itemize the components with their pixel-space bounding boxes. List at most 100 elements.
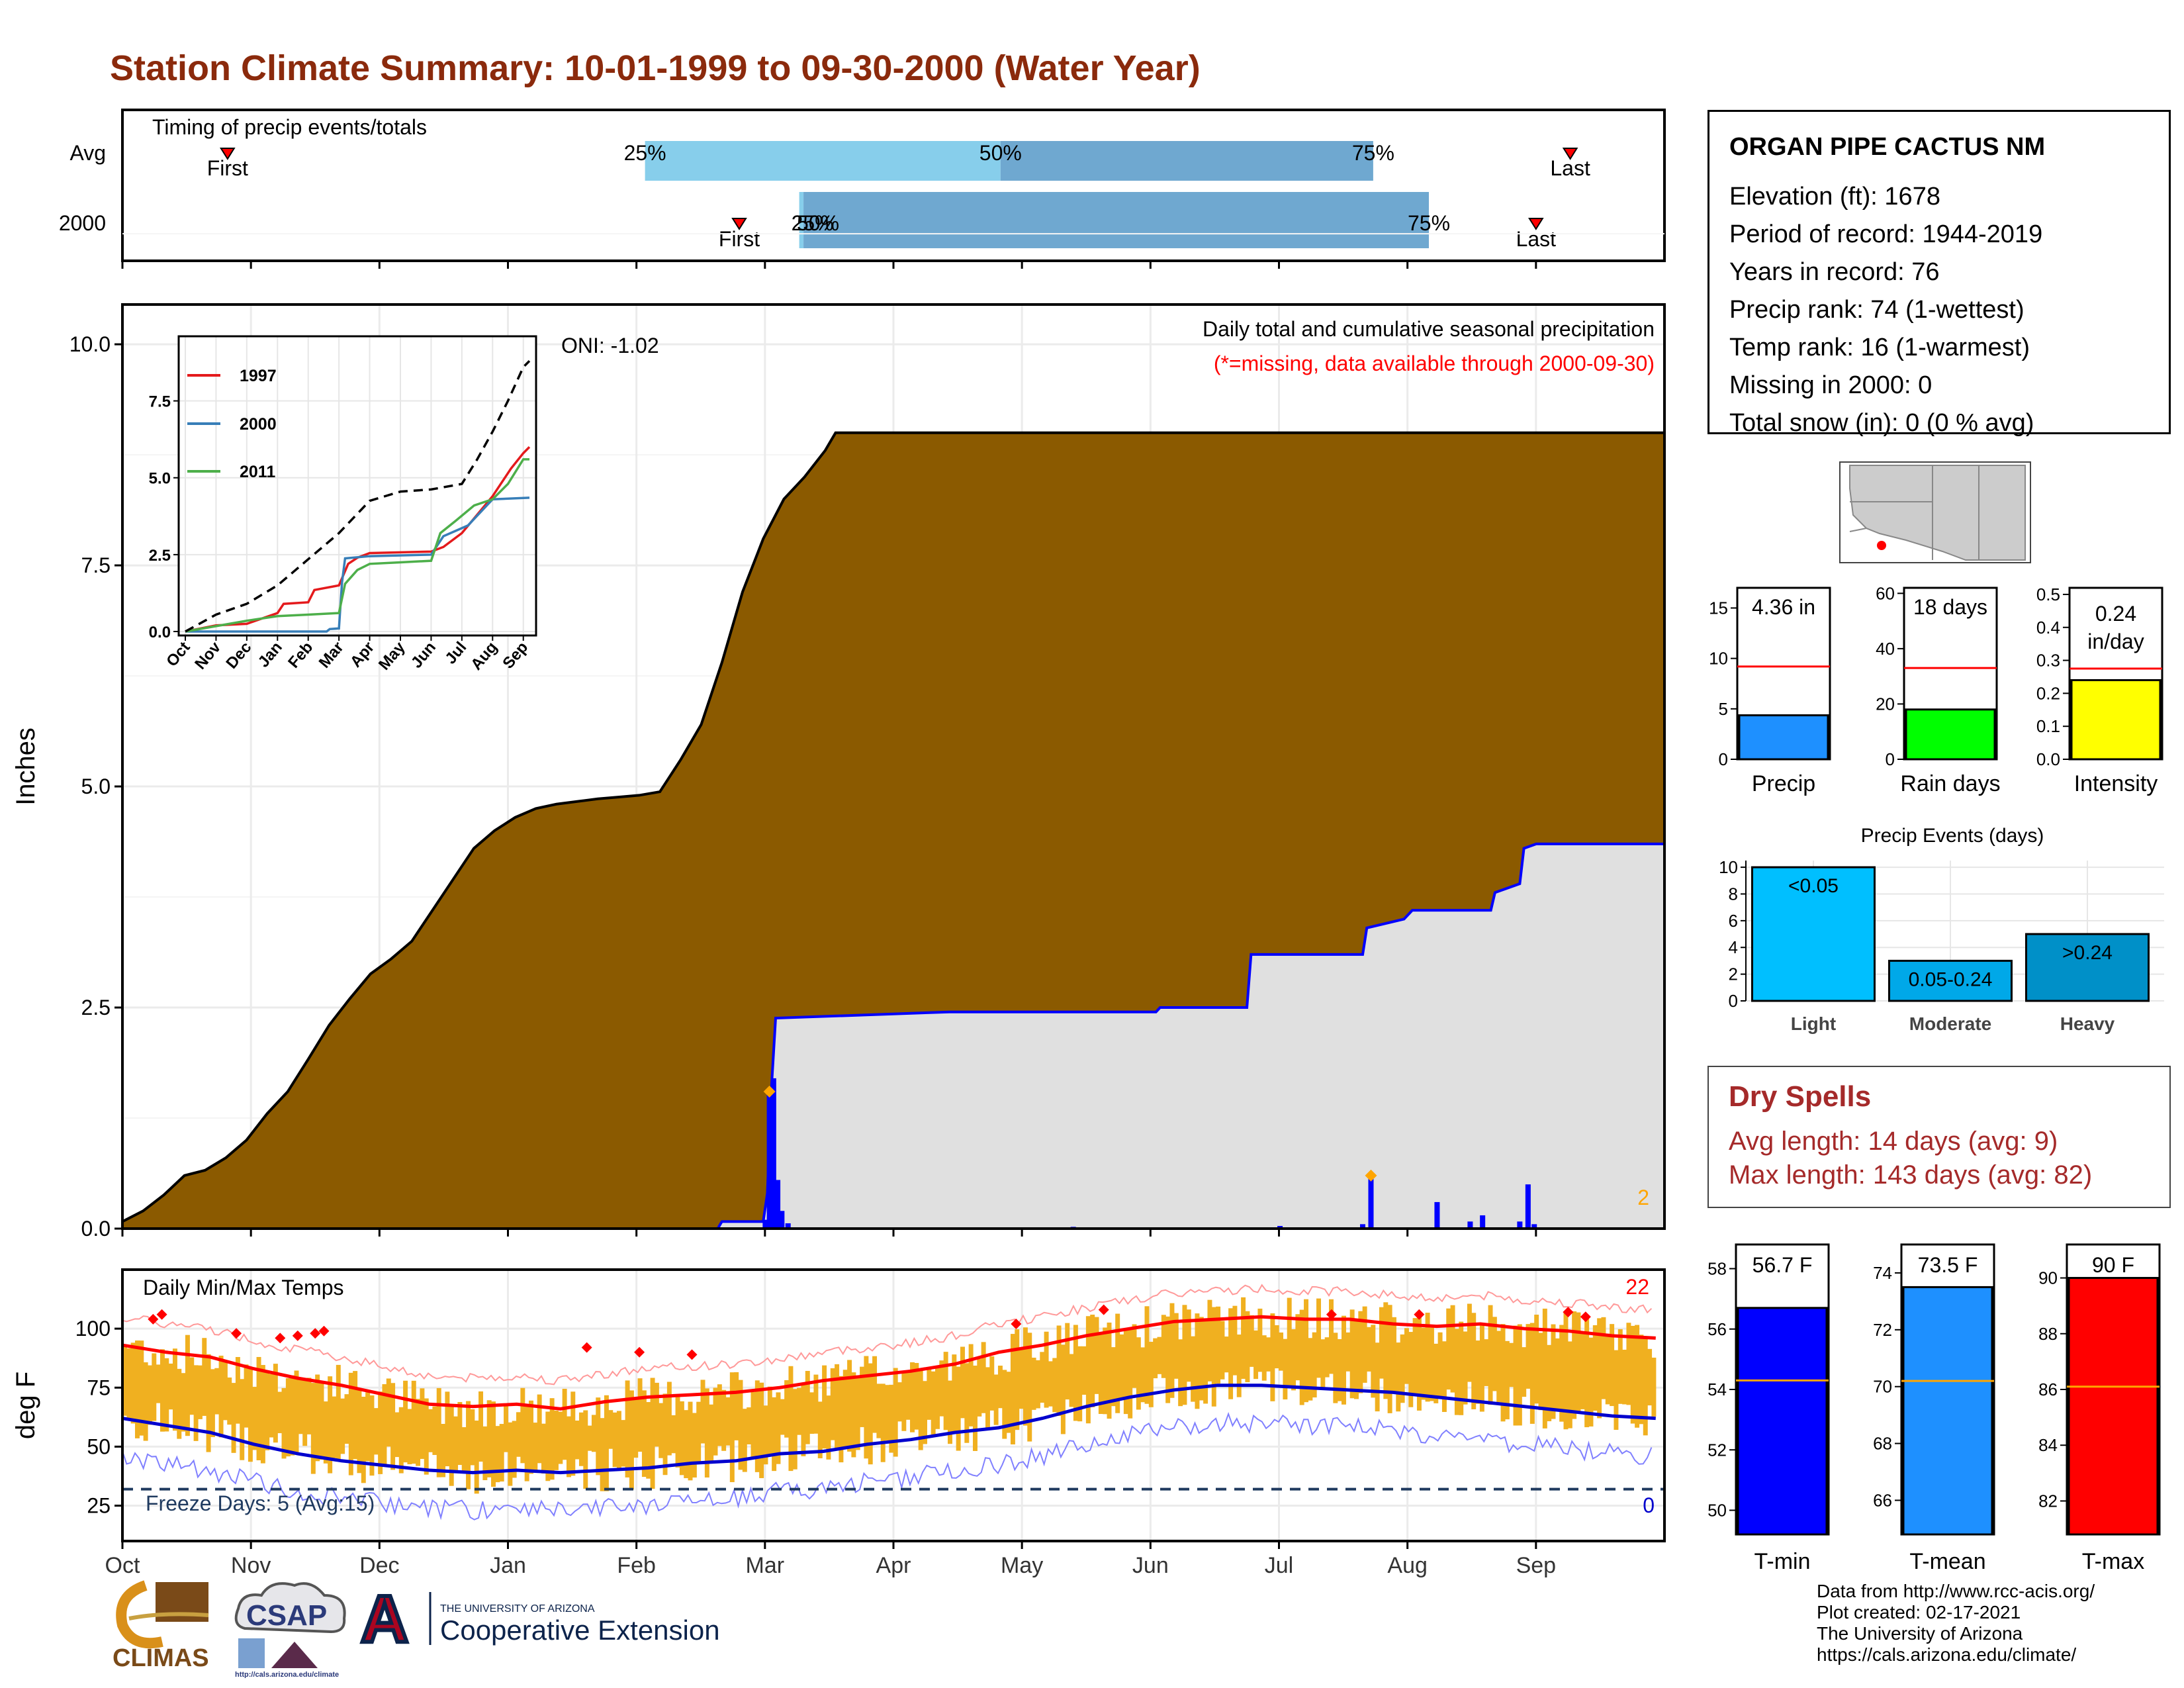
- daily-temp-bar: [1437, 1332, 1443, 1397]
- daily-temp-bar: [754, 1380, 760, 1472]
- tmin-ytick-label: 54: [1707, 1380, 1727, 1399]
- timing-year-p50-label: 50%: [797, 211, 839, 235]
- daily-precip-bar: [1359, 1224, 1365, 1229]
- precip-mini-bar: [1738, 714, 1829, 761]
- daily-temp-bar: [759, 1382, 764, 1478]
- daily-temp-bar: [780, 1399, 785, 1435]
- daily-temp-bar: [1157, 1336, 1162, 1374]
- precip-ytick-label: 7.5: [81, 553, 111, 577]
- daily-temp-bar: [700, 1380, 705, 1444]
- timing-year-last-marker: [1528, 218, 1544, 230]
- daily-temp-bar: [1626, 1323, 1631, 1405]
- daily-temp-bar: [977, 1358, 982, 1417]
- credit-line: https://cals.arizona.edu/climate/: [1817, 1644, 2077, 1665]
- daily-temp-bar: [269, 1374, 274, 1438]
- csap-text: CSAP: [246, 1599, 327, 1632]
- daily-temp-bar: [1555, 1338, 1560, 1411]
- daily-temp-bar: [1513, 1325, 1518, 1426]
- timing-chart: Timing of precip events/totals Avg 2000 …: [59, 109, 1666, 269]
- intensity-mini-value-unit: in/day: [2087, 630, 2144, 653]
- intensity-mini-ytick-label: 0.2: [2036, 683, 2060, 703]
- daily-temp-bar: [662, 1393, 668, 1476]
- daily-temp-bar: [1224, 1336, 1229, 1373]
- oni-label: ONI: -1.02: [561, 334, 659, 357]
- daily-temp-bar: [285, 1378, 291, 1457]
- inset-legend-2011: 2011: [240, 463, 275, 481]
- daily-temp-bar: [1052, 1358, 1058, 1413]
- precip-ylabel: Inches: [11, 727, 40, 806]
- inset-legend: 1997 2000 2011: [187, 367, 277, 481]
- csap-bars-icon: [238, 1638, 265, 1668]
- daily-temp-bar: [1484, 1339, 1489, 1386]
- inset-ytick-label: 5.0: [149, 470, 171, 488]
- daily-temp-bar: [1006, 1372, 1011, 1433]
- hot-day-marker: [634, 1346, 645, 1358]
- daily-temp-bar: [905, 1372, 911, 1420]
- daily-temp-bar: [432, 1406, 437, 1455]
- timing-year-first-marker: [731, 218, 747, 230]
- daily-temp-bar: [1475, 1340, 1480, 1404]
- tmax-label: T-max: [2082, 1549, 2144, 1574]
- daily-temp-bar: [1371, 1325, 1376, 1398]
- daily-temp-bar: [608, 1410, 614, 1449]
- intensity-mini-ytick-label: 0.5: [2036, 585, 2060, 604]
- credit-line: The University of Arizona: [1817, 1623, 2023, 1644]
- daily-temp-bar: [1115, 1313, 1120, 1413]
- temp-ylabel: deg F: [11, 1372, 40, 1439]
- rain-days-mini-ytick-label: 40: [1876, 639, 1895, 659]
- daily-temp-bar: [1140, 1347, 1146, 1403]
- daily-temp-bar: [1148, 1342, 1154, 1407]
- daily-temp-bar: [763, 1405, 768, 1465]
- events-bar: [1888, 959, 2013, 1002]
- daily-temp-bar: [486, 1400, 492, 1477]
- map-region: [1849, 465, 2026, 561]
- daily-temp-bar: [842, 1370, 848, 1447]
- daily-temp-bar: [1283, 1338, 1288, 1400]
- daily-temp-bar: [734, 1372, 739, 1440]
- daily-temp-bar: [1333, 1333, 1338, 1403]
- daily-temp-bar: [461, 1427, 467, 1473]
- daily-temp-bar: [1216, 1306, 1221, 1384]
- daily-temp-bar: [956, 1366, 961, 1451]
- daily-temp-bar: [1450, 1305, 1455, 1393]
- daily-temp-bar: [1337, 1338, 1342, 1401]
- inset-series-line-2011: [185, 458, 529, 633]
- month-tick-label: Aug: [1387, 1553, 1428, 1578]
- daily-temp-bar: [826, 1395, 831, 1460]
- daily-temp-bar: [1504, 1340, 1510, 1420]
- daily-temp-bar: [491, 1401, 496, 1487]
- daily-temp-bar: [985, 1367, 990, 1429]
- daily-temp-bar: [1182, 1305, 1187, 1405]
- month-tick-label: Nov: [231, 1553, 271, 1578]
- daily-temp-bar: [302, 1379, 308, 1446]
- timing-year-last-label: Last: [1516, 227, 1557, 251]
- daily-temp-bar: [1597, 1318, 1602, 1419]
- daily-temp-bar: [1496, 1331, 1502, 1403]
- daily-temp-bar: [1647, 1348, 1653, 1406]
- hot-day-marker: [1563, 1307, 1574, 1318]
- daily-temp-bar: [1040, 1352, 1045, 1403]
- events-ytick-label: 8: [1729, 884, 1738, 904]
- daily-temp-bar: [1287, 1297, 1292, 1386]
- events-category-label: Moderate: [1909, 1013, 1991, 1034]
- daily-temp-bar: [1249, 1315, 1254, 1367]
- avg-min-line: [122, 1383, 1656, 1475]
- timing-avg-last-marker: [1562, 148, 1578, 160]
- daily-temp-bar: [298, 1380, 303, 1434]
- daily-temp-bar: [1199, 1317, 1204, 1401]
- daily-temp-bar: [684, 1410, 689, 1479]
- daily-temp-bar: [231, 1383, 236, 1453]
- daily-temp-bar: [390, 1383, 396, 1470]
- precip-missing-note: (*=missing, data available through 2000-…: [1214, 352, 1655, 375]
- daily-temp-bar: [134, 1340, 140, 1438]
- climas-text: CLIMAS: [113, 1644, 209, 1672]
- daily-temp-bar: [240, 1379, 245, 1460]
- daily-temp-bar: [185, 1335, 190, 1436]
- dry-spells-box: Dry Spells Avg length: 14 days (avg: 9) …: [1707, 1066, 2171, 1208]
- daily-temp-bar: [578, 1412, 584, 1466]
- daily-temp-bar: [340, 1398, 345, 1454]
- daily-temp-bar: [1433, 1343, 1439, 1403]
- daily-temp-bar: [910, 1362, 915, 1432]
- daily-temp-bar: [407, 1409, 412, 1465]
- daily-temp-bar: [1299, 1309, 1304, 1405]
